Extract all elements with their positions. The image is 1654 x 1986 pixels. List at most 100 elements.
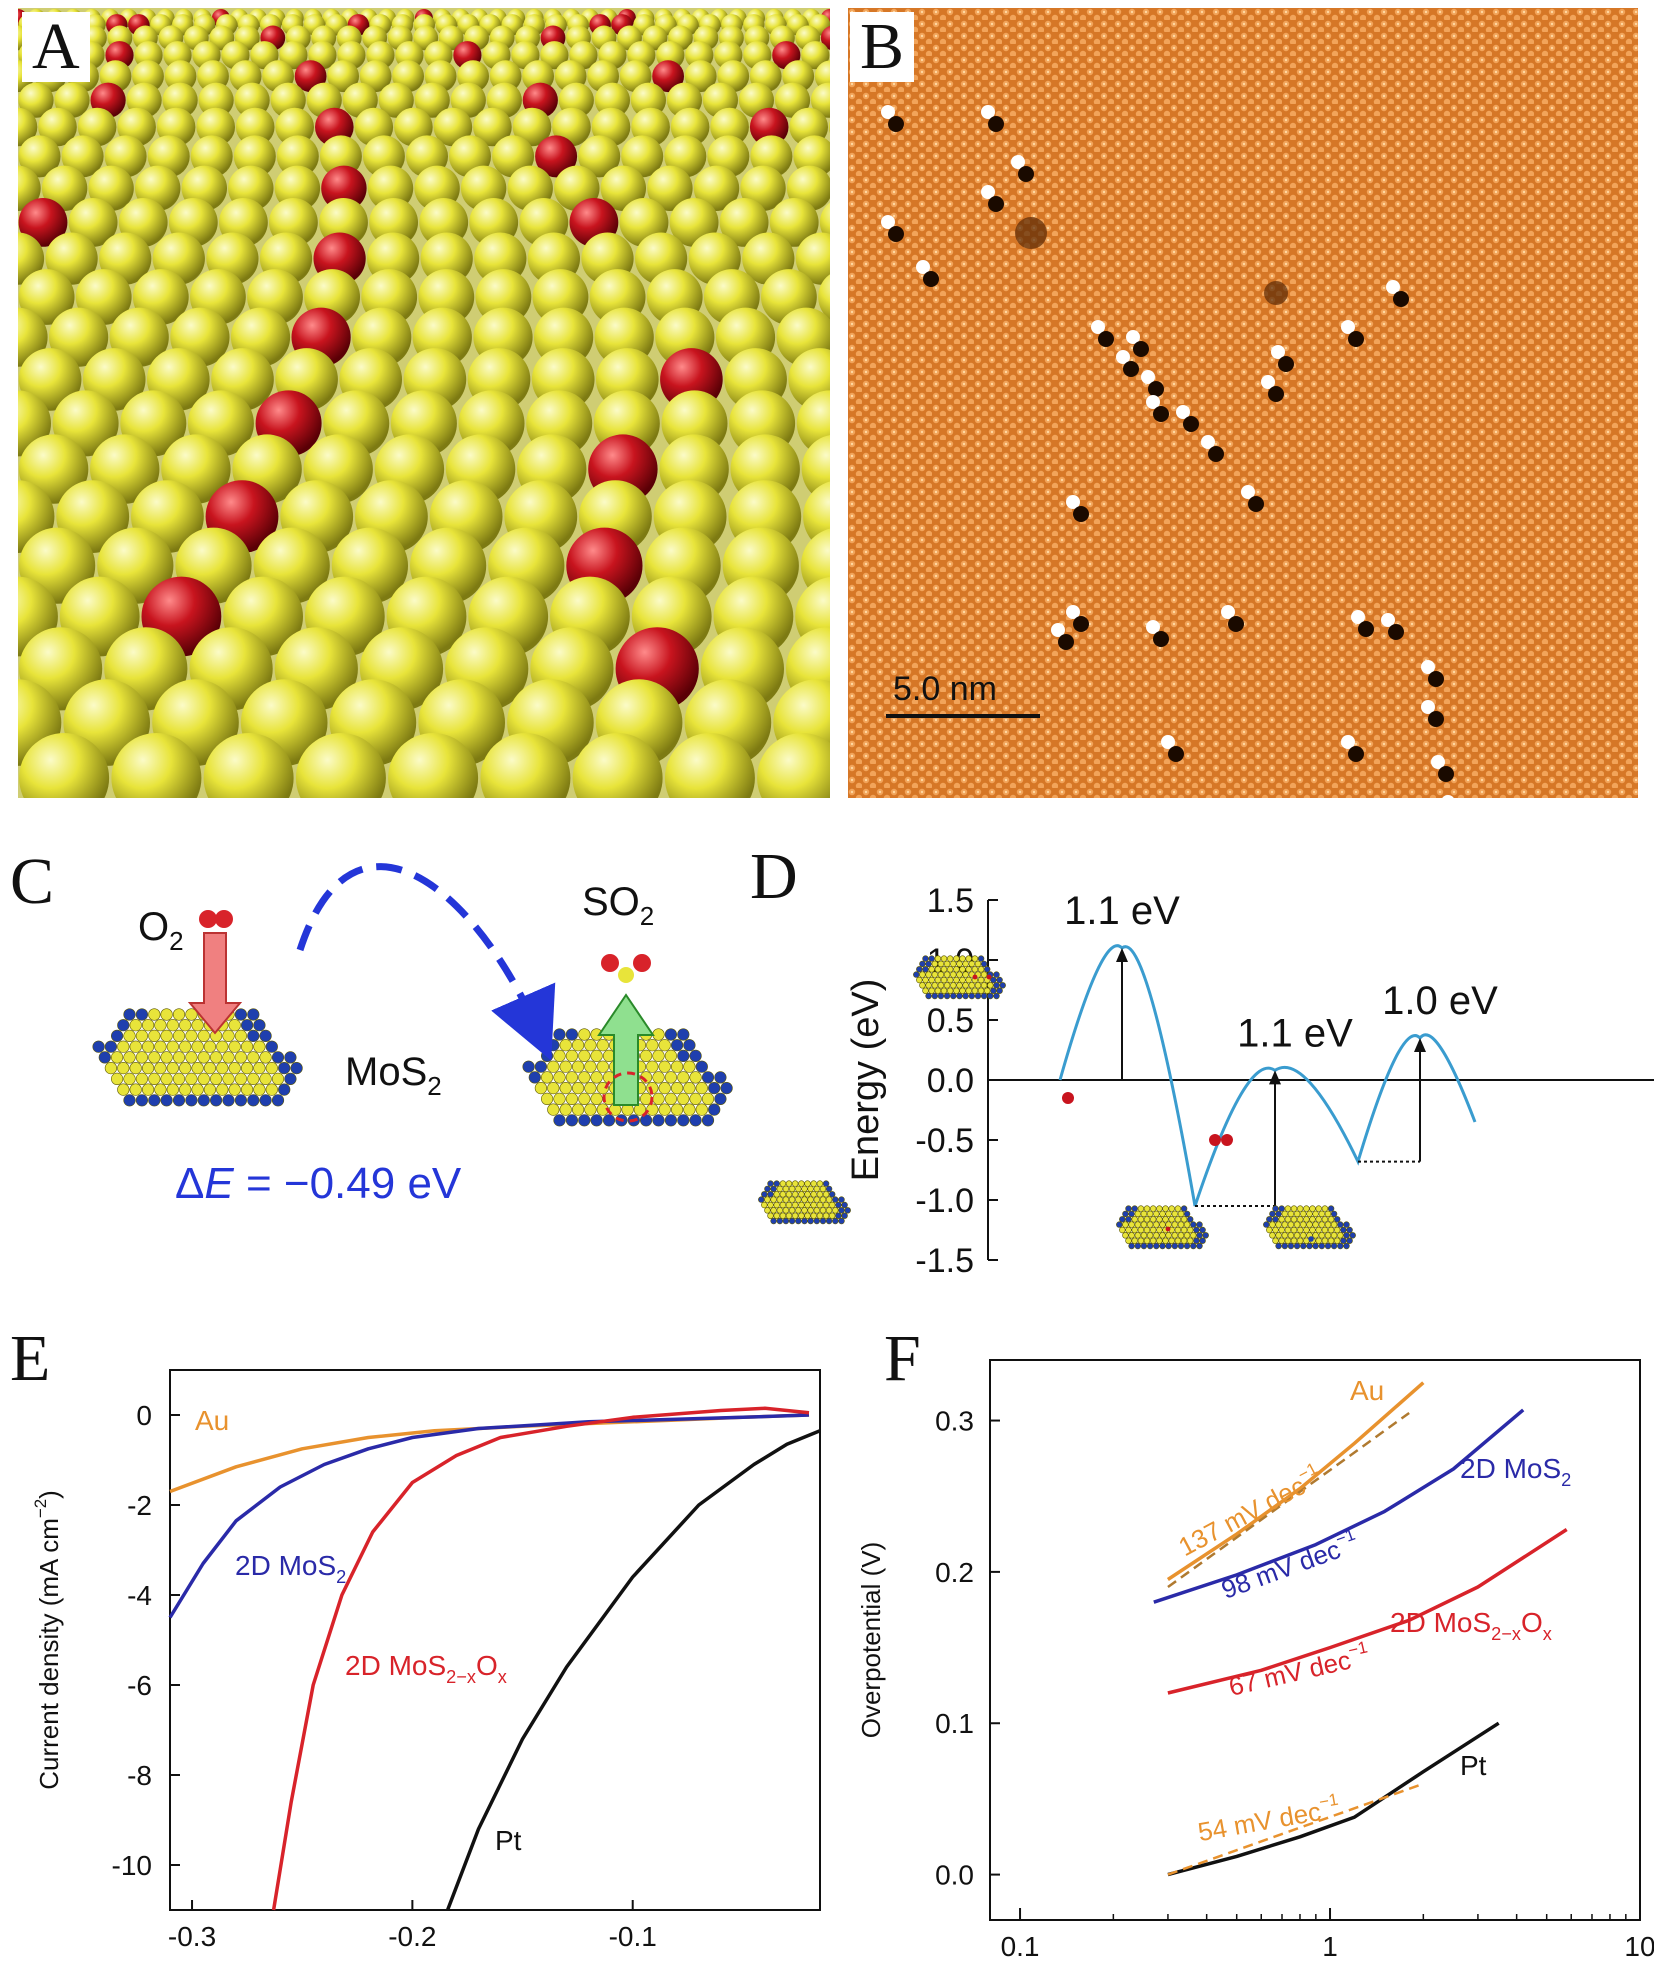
mo-atom [714,1071,727,1084]
s-atom [940,966,948,973]
s-atom [1140,1232,1148,1239]
s-atom [782,1207,790,1214]
y-tick-label: 0.1 [935,1708,974,1739]
series-line [168,1413,810,1619]
mo-atom [540,1049,554,1062]
s-atom [1333,1237,1341,1244]
s-atom [1327,1226,1335,1234]
mo-atom [813,1217,821,1225]
s-atom [1318,1221,1325,1228]
s-atom [953,976,960,984]
s-atom [1284,1216,1292,1223]
label-part: Pt [1460,1750,1487,1781]
mo-atom [980,960,988,968]
adsorb-arrow [187,932,243,1035]
series-label: 2D MoS2 [235,1550,346,1587]
s-atom [779,1201,787,1209]
defect-bright [1146,620,1160,634]
s-atom [1321,1226,1329,1234]
label-part: ) [34,1490,64,1499]
s-atom [658,1060,671,1073]
mo-atom [993,971,1000,978]
s-atom [959,987,966,994]
s-atom [1128,1221,1135,1228]
sulfur-atom [41,165,88,211]
s-atom [1287,1210,1295,1218]
sulfur-atom [693,165,740,211]
mo-atom [1119,1216,1126,1223]
mo-atom [1318,1242,1325,1250]
s-atom [785,1191,793,1198]
s-atom [977,966,985,973]
s-atom [547,1082,560,1095]
so2-molecule [1221,1134,1233,1146]
s-atom [203,1083,216,1096]
s-atom [559,1060,572,1073]
defect-dark [1268,386,1284,402]
defect-bright [981,105,995,119]
mo-atom [590,1114,603,1127]
s-atom [1287,1232,1295,1239]
mo-atom [185,1094,198,1107]
s-atom [971,966,979,973]
s-atom [791,1212,799,1219]
defect-bright [1431,755,1445,769]
defect-dark [1278,356,1294,372]
s-atom [1303,1205,1310,1212]
s-atom [553,1071,566,1084]
mo-atom [1140,1242,1148,1250]
s-atom [652,1028,665,1041]
s-atom [795,1185,802,1193]
s-atom [1296,1216,1304,1223]
mo-atom [565,1028,579,1041]
mo-atom [639,1114,653,1127]
sulfur-atom [512,107,552,147]
mo-atom [1293,1242,1301,1250]
s-atom [767,1201,774,1209]
mo-atom [1272,1205,1279,1212]
mos2-oxygen-lattice-render [0,8,879,823]
mo-atom [1171,1242,1178,1250]
mo-atom [110,1029,124,1042]
label-part: −1 [1317,1790,1339,1812]
s-atom [571,1103,585,1116]
s-atom [1131,1237,1138,1244]
s-atom [965,966,972,973]
defect-bright [1341,735,1355,749]
s-atom [813,1185,821,1193]
series-line [1167,1721,1500,1877]
mo-atom [278,1083,291,1096]
mo-atom [1337,1221,1344,1228]
s-atom [953,966,960,973]
s-atom [1269,1221,1276,1228]
defect-dark [1208,446,1224,462]
s-atom [1309,1205,1316,1212]
s-atom [185,1029,198,1042]
mo-atom [522,1060,535,1073]
mos2-flake-left [92,1008,303,1107]
s-atom [123,1029,136,1042]
mo-atom [761,1191,768,1198]
mo-atom [1116,1221,1123,1228]
mo-atom [928,955,935,962]
s-atom [1137,1237,1145,1244]
sulfur-atom [235,107,275,147]
slope-label: 67 mV dec−1 [1225,1637,1372,1701]
x-tick-label: 10 [1624,1931,1654,1962]
s-atom [1143,1205,1151,1212]
label-part: x [498,1667,507,1687]
s-atom [1272,1237,1279,1244]
s-atom [185,1008,198,1021]
s-atom [683,1082,696,1095]
s-atom [695,1082,708,1095]
mo-atom [1193,1226,1200,1234]
s-atom [135,1051,148,1064]
mo-atom [123,1008,136,1021]
s-atom [228,1040,241,1053]
s-atom [968,960,976,968]
s-atom [956,971,963,978]
s-atom [222,1029,235,1042]
y-tick-label: 0.5 [927,1002,974,1040]
mo-atom [801,1217,808,1225]
mo-atom [241,1019,254,1032]
